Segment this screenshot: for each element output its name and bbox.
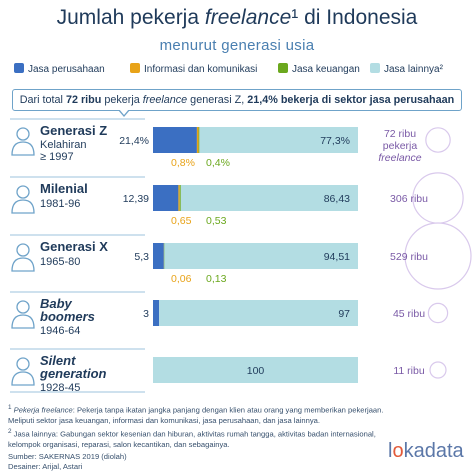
legend-item-jasa-lainnya: Jasa lainnya² <box>370 63 443 75</box>
total-label: 529 ribu <box>390 251 428 263</box>
data-label-jasa-keuangan: 0,53 <box>206 215 227 227</box>
legend-item-jasa-perusahaan: Jasa perusahaan <box>14 63 105 75</box>
category-label: Generasi X <box>40 239 108 254</box>
person-icon-head <box>16 300 30 314</box>
category-label: boomers <box>40 309 95 324</box>
total-label: 72 ribu <box>384 128 416 140</box>
data-label-jasa-perusahaan: 12,39 <box>123 193 149 205</box>
bar-segment-jasa-perusahaan <box>153 243 164 269</box>
total-bubble <box>429 361 447 379</box>
data-label-jasa-perusahaan: 21,4% <box>119 135 149 147</box>
person-icon-head <box>16 127 30 141</box>
page-subtitle: menurut generasi usia <box>159 37 315 54</box>
bar-segment-jasa-lainnya <box>180 185 358 211</box>
legend-label: Jasa keuangan <box>292 64 360 75</box>
bar-segment-jasa-perusahaan <box>153 185 179 211</box>
data-label-informasi-dan-komunikasi: 0,65 <box>171 215 192 227</box>
person-icon-body <box>11 141 35 156</box>
person-icon-body <box>11 199 35 214</box>
total-label: 11 ribu <box>393 365 424 377</box>
category-label: Generasi Z <box>40 123 107 138</box>
category-label: generation <box>39 366 107 381</box>
callout-note: Dari total 72 ribu pekerja freelance gen… <box>12 89 462 111</box>
bar-segment-informasi-dan-komunikasi <box>178 185 180 211</box>
bar-segment-jasa-lainnya <box>159 300 358 326</box>
bar-segment-jasa-lainnya <box>199 127 358 153</box>
footnotes: 1 Pekerja freelance: Pekerja tanpa ikata… <box>8 404 408 473</box>
person-icon-head <box>16 243 30 257</box>
person-icon-body <box>11 314 35 329</box>
bar-segment-jasa-perusahaan <box>153 300 160 326</box>
bar-segment-jasa-keuangan <box>179 185 181 211</box>
total-label: 45 ribu <box>393 308 425 320</box>
data-label-jasa-keuangan: 0,4% <box>206 157 230 169</box>
legend-item-informasi-dan-komunikasi: Informasi dan komunikasi <box>130 63 257 75</box>
designer-text: Desainer: Arijal, Astari <box>8 462 83 472</box>
total-label: 306 ribu <box>390 193 428 205</box>
bar-segment-jasa-lainnya <box>153 357 358 383</box>
data-label-jasa-perusahaan: 3 <box>143 308 149 320</box>
bar-segment-jasa-keuangan <box>198 127 200 153</box>
category-subtitle: Kelahiran <box>40 139 86 151</box>
total-bubble <box>427 302 449 324</box>
data-label-jasa-lainnya: 77,3% <box>320 135 350 147</box>
person-icon-body <box>11 371 35 386</box>
person-icon-head <box>16 185 30 199</box>
bar-segment-jasa-perusahaan <box>153 127 197 153</box>
data-label-jasa-keuangan: 0,13 <box>206 273 227 285</box>
data-label-jasa-perusahaan: 5,3 <box>134 251 149 263</box>
category-subtitle: 1946-64 <box>40 325 80 337</box>
person-icon-body <box>11 257 35 272</box>
total-label: freelance <box>378 152 421 164</box>
data-label-jasa-lainnya: 100 <box>247 365 265 377</box>
legend-swatch <box>278 63 288 73</box>
data-label-jasa-lainnya: 94,51 <box>324 251 350 263</box>
bar-segment-jasa-lainnya <box>164 243 358 269</box>
legend: Jasa perusahaan Informasi dan komunikasi… <box>14 60 464 80</box>
data-label-jasa-lainnya: 86,43 <box>324 193 350 205</box>
lokadata-logo: lokadata <box>388 440 464 462</box>
person-icon-head <box>16 357 30 371</box>
bar-segment-informasi-dan-komunikasi <box>196 127 199 153</box>
source-text: Sumber: SAKERNAS 2019 (diolah) <box>8 452 127 462</box>
data-label-jasa-lainnya: 97 <box>338 308 350 320</box>
total-label: pekerja <box>383 140 418 152</box>
category-subtitle: 1981-96 <box>40 198 80 210</box>
category-subtitle: 1928-45 <box>40 382 80 394</box>
footnote-2: 2 Jasa lainnya: Gabungan sektor kesenian… <box>8 428 376 449</box>
category-subtitle: 1965-80 <box>40 256 80 268</box>
footnote-1: 1 Pekerja freelance: Pekerja tanpa ikata… <box>8 404 384 425</box>
legend-swatch <box>370 63 380 73</box>
legend-label: Jasa lainnya² <box>384 64 443 75</box>
legend-label: Informasi dan komunikasi <box>144 64 258 75</box>
legend-swatch <box>130 63 140 73</box>
data-label-informasi-dan-komunikasi: 0,8% <box>171 157 195 169</box>
total-bubble <box>425 127 451 153</box>
data-label-informasi-dan-komunikasi: 0,06 <box>171 273 192 285</box>
category-subtitle: ≥ 1997 <box>40 151 74 163</box>
category-label: Baby <box>40 296 73 311</box>
total-bubble <box>404 222 472 290</box>
category-label: Milenial <box>40 181 88 196</box>
callout-pointer-fill <box>119 109 129 115</box>
legend-label: Jasa perusahaan <box>28 64 105 75</box>
category-label: Silent <box>40 353 76 368</box>
page-title: Jumlah pekerja freelance¹ di Indonesia <box>56 6 418 29</box>
legend-item-jasa-keuangan: Jasa keuangan <box>278 63 360 75</box>
legend-swatch <box>14 63 24 73</box>
